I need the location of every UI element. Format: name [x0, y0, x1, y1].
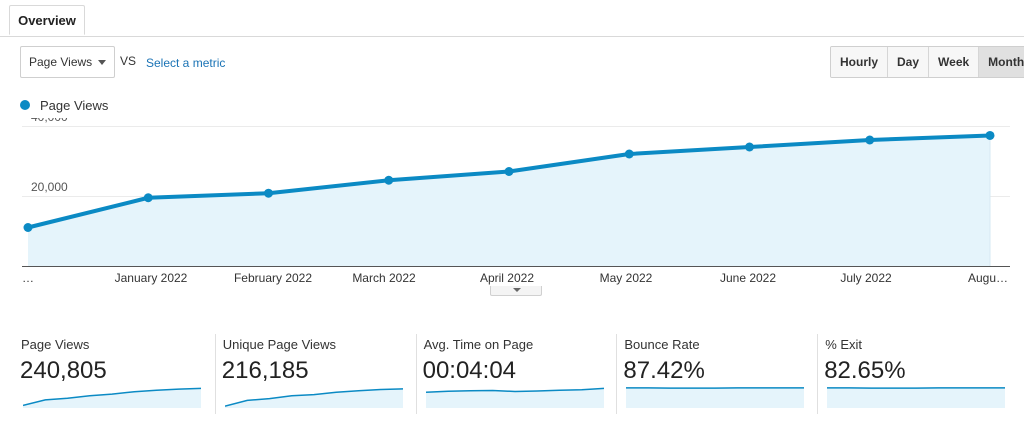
x-tick-label: March 2022	[352, 271, 416, 285]
stat-value: 240,805	[20, 357, 107, 384]
legend-label: Page Views	[40, 97, 109, 113]
x-tick-label: January 2022	[115, 271, 188, 285]
metric-select-value: Page Views	[29, 55, 93, 69]
sparkline	[224, 388, 403, 408]
sparkline-line	[224, 388, 403, 407]
stat-card-bounce-rate[interactable]: Bounce Rate 87.42%	[616, 334, 817, 414]
page-views-chart: 40,000 20,000 … January 2022 February 2022 Ma…	[22, 118, 1010, 285]
x-tick-label: February 2022	[234, 271, 312, 285]
stat-value: 87.42%	[623, 357, 705, 384]
period-day-button[interactable]: Day	[887, 47, 929, 77]
sparkline-line	[23, 387, 201, 407]
tab-bar: Overview	[0, 0, 1024, 37]
x-tick-label: July 2022	[840, 271, 892, 285]
stat-card-page-views[interactable]: Page Views 240,805	[14, 334, 215, 414]
sparkline-line	[425, 387, 604, 393]
y-tick-label: 20,000	[31, 180, 68, 194]
data-point	[23, 223, 33, 232]
stat-label: Bounce Rate	[624, 337, 700, 352]
metric-select[interactable]: Page Views	[20, 46, 115, 78]
x-tick-label: April 2022	[480, 271, 534, 285]
stat-value: 82.65%	[824, 357, 906, 384]
stat-label: Avg. Time on Page	[423, 337, 534, 352]
legend-dot-icon	[20, 100, 30, 110]
stat-value: 216,185	[221, 357, 309, 384]
stats-row: Page Views 240,805 Unique Page Views 216…	[14, 334, 1018, 414]
x-tick-label: Augu…	[968, 271, 1008, 285]
sparkline-area	[827, 387, 1006, 408]
chevron-down-icon	[98, 60, 106, 65]
stat-card-unique-page-views[interactable]: Unique Page Views 216,185	[214, 334, 416, 414]
period-hourly-button[interactable]: Hourly	[831, 47, 888, 77]
sparkline-area	[23, 388, 201, 408]
area-fill	[28, 135, 990, 266]
x-tick-label: June 2022	[720, 271, 776, 285]
tab-overview[interactable]: Overview	[9, 5, 85, 35]
data-point	[264, 188, 273, 198]
data-point	[504, 167, 514, 176]
stat-value: 00:04:04	[422, 357, 517, 384]
stat-label: Unique Page Views	[222, 337, 337, 352]
sparkline-area	[626, 387, 805, 408]
sparkline	[23, 387, 201, 408]
sparkline	[827, 387, 1006, 408]
sparkline	[626, 387, 805, 408]
y-tick-label: 40,000	[31, 118, 68, 124]
x-tick-label: …	[22, 271, 34, 285]
stat-label: Page Views	[21, 337, 90, 352]
stat-card-avg-time-on-page[interactable]: Avg. Time on Page 00:04:04	[415, 334, 617, 414]
chart-resize-handle[interactable]	[490, 286, 542, 296]
stat-card-exit-rate[interactable]: % Exit 82.65%	[817, 334, 1018, 414]
data-point	[384, 175, 394, 185]
select-metric-link[interactable]: Select a metric	[146, 56, 226, 70]
chart-legend: Page Views	[20, 96, 108, 114]
data-point	[624, 149, 634, 159]
chevron-down-icon	[513, 288, 521, 292]
x-tick-label: May 2022	[600, 271, 653, 285]
sparkline-area	[224, 388, 403, 408]
data-point	[865, 135, 875, 145]
sparkline-area	[425, 388, 604, 408]
stat-label: % Exit	[825, 337, 863, 352]
data-point	[143, 193, 153, 203]
vs-label: VS	[120, 54, 137, 68]
data-point	[745, 142, 754, 152]
period-month-button[interactable]: Month	[978, 47, 1024, 77]
data-point	[985, 130, 995, 140]
period-toggle-group: Hourly Day Week Month	[830, 46, 1024, 78]
sparkline	[425, 387, 604, 408]
period-week-button[interactable]: Week	[928, 47, 979, 77]
